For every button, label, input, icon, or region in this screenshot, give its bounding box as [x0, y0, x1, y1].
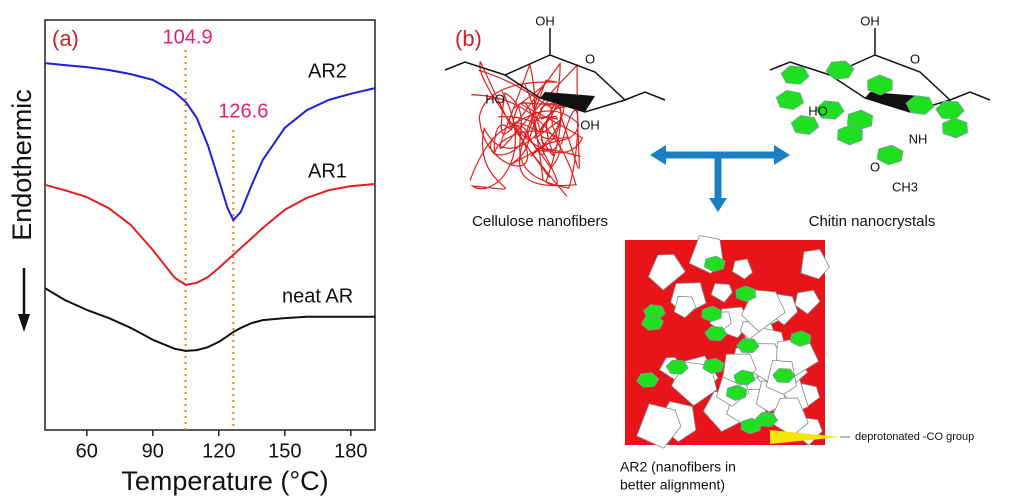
x-tick-label: 90	[142, 440, 164, 462]
nanocrystal	[665, 359, 689, 375]
chitin-ring-chain	[769, 61, 831, 76]
composite-label: better alignment)	[620, 477, 725, 493]
atom-label: CH3	[892, 179, 918, 194]
nanocrystal	[942, 117, 968, 139]
cellulose-ring-chain	[444, 61, 506, 76]
pointer-arrow	[770, 430, 840, 444]
fiber	[731, 258, 753, 280]
fiber	[710, 282, 733, 303]
panel-label: (b)	[455, 26, 482, 51]
x-axis-label: Temperature (°C)	[121, 466, 328, 496]
cellulose-label: Cellulose nanofibers	[472, 213, 608, 230]
plot-frame	[44, 19, 376, 431]
nanocrystal	[754, 411, 779, 428]
nanocrystal	[876, 144, 904, 166]
atom-label: O	[910, 51, 920, 66]
fiber	[741, 289, 786, 333]
x-tick-label: 60	[76, 440, 98, 462]
atom-label: HO	[485, 91, 505, 106]
nanocrystal	[704, 325, 728, 342]
nanocrystal	[935, 100, 965, 120]
fiber	[636, 403, 682, 449]
nanocrystal	[702, 357, 725, 374]
fiber	[647, 253, 686, 291]
atom-label: OH	[860, 13, 880, 28]
nanocrystal	[837, 124, 863, 146]
series-line	[44, 62, 376, 222]
composite-label: AR2 (nanofibers in	[620, 459, 736, 475]
fiber	[800, 248, 830, 280]
pointer-label: deprotonated -CO group	[855, 431, 974, 443]
nanocrystal	[701, 305, 723, 323]
reference-label: 104.9	[163, 26, 213, 48]
atom-label: OH	[580, 117, 600, 132]
y-arrow-head	[18, 314, 30, 332]
arrow-head	[774, 145, 790, 165]
series-label: AR2	[308, 60, 347, 82]
nanocrystal	[867, 74, 893, 96]
nanocrystal	[772, 368, 796, 384]
nanocrystal	[790, 330, 812, 347]
cellulose-ring-wedge	[540, 92, 595, 112]
series-line	[44, 183, 376, 286]
series-line	[44, 287, 375, 352]
fiber	[794, 289, 821, 315]
reference-label: 126.6	[218, 100, 268, 122]
atom-label: OH	[535, 13, 555, 28]
atom-label: O	[585, 51, 595, 66]
nanocrystal	[640, 314, 664, 331]
fiber	[673, 295, 697, 319]
nanofiber	[500, 61, 579, 189]
nanocrystal	[725, 384, 748, 401]
nanocrystal	[815, 100, 845, 120]
nanocrystal	[780, 65, 810, 85]
atom-label: O	[870, 159, 880, 174]
nanocrystal	[790, 115, 820, 135]
chart-panel: 60 90 120 150 180 Temperature (°C) Endothermic…	[7, 19, 376, 496]
cellulose-ring-chain	[624, 91, 666, 101]
chitin-label: Chitin nanocrystals	[809, 213, 936, 230]
panel-label: (a)	[52, 26, 79, 51]
atom-label: HO	[808, 103, 828, 118]
x-tick-label: 150	[268, 440, 301, 462]
atom-label: NH	[909, 131, 928, 146]
series-label: AR1	[308, 160, 347, 182]
x-tick-label: 180	[334, 440, 367, 462]
chitin-ring-chain	[949, 91, 991, 101]
nanofiber	[479, 61, 568, 197]
nanocrystal	[735, 285, 757, 302]
y-axis-label: Endothermic	[7, 89, 37, 241]
nanocrystal	[703, 255, 726, 273]
nanocrystal	[733, 369, 756, 386]
series-label: neat AR	[282, 285, 353, 307]
arrow-head	[650, 145, 666, 165]
nanocrystal	[736, 338, 760, 354]
nanofiber	[512, 101, 580, 181]
chitin-ring-wedge	[865, 92, 920, 112]
nanocrystal	[825, 60, 855, 80]
nanocrystal	[775, 89, 805, 111]
x-tick-label: 120	[202, 440, 235, 462]
nanofiber	[471, 79, 577, 187]
nanocrystal	[636, 372, 660, 388]
nanocrystal	[905, 95, 935, 115]
arrow-head	[709, 198, 727, 212]
